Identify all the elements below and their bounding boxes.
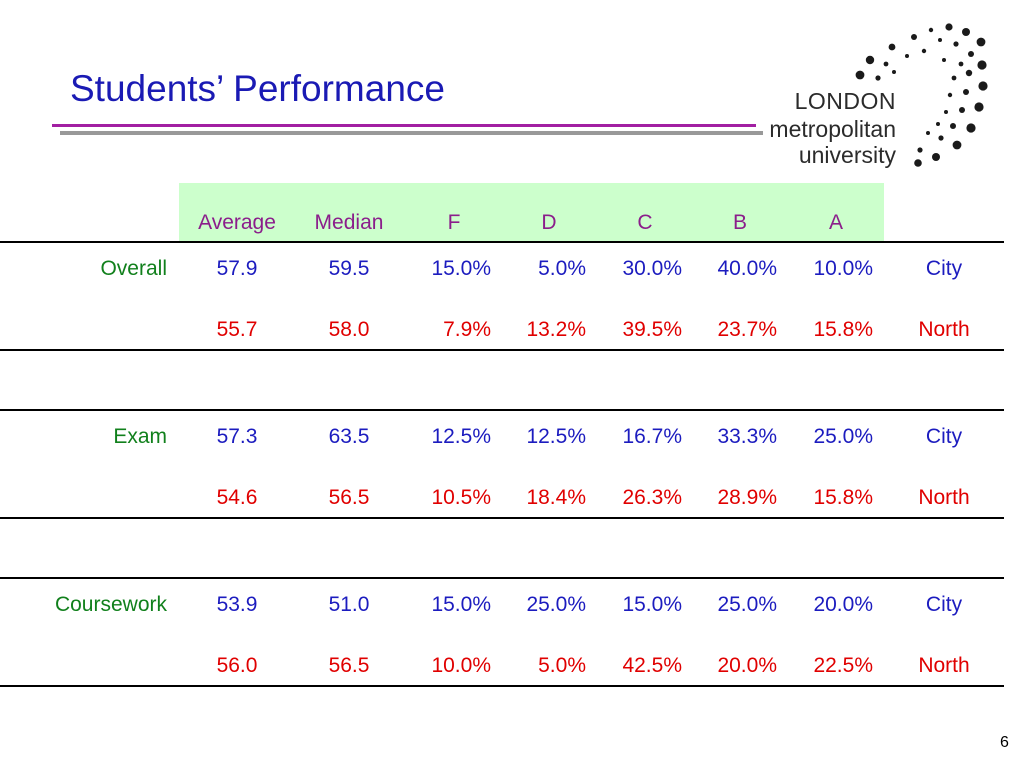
table-rule: [0, 241, 1004, 243]
table-cell: 40.0%: [717, 257, 777, 280]
university-logo: LONDON metropolitan university: [768, 20, 1008, 170]
table-cell: 15.8%: [813, 486, 873, 509]
table-cell: 63.5: [328, 425, 370, 448]
table-cell: 20.0%: [717, 654, 777, 677]
logo-text-line2: metropolitan: [769, 116, 896, 142]
table-cell: 10.0%: [431, 654, 491, 677]
column-header: F: [447, 211, 461, 234]
table-cell: 10.0%: [813, 257, 873, 280]
row-label: Overall: [100, 257, 167, 280]
table-cell: 28.9%: [717, 486, 777, 509]
table-cell: 33.3%: [717, 425, 777, 448]
table-cell: 5.0%: [538, 654, 586, 677]
campus-label: City: [925, 257, 963, 280]
table-rule: [0, 409, 1004, 411]
table-cell: 15.0%: [431, 257, 491, 280]
table-cell: 25.0%: [717, 593, 777, 616]
column-header: A: [828, 211, 844, 234]
table-cell: 39.5%: [622, 318, 682, 341]
table-cell: 56.0: [216, 654, 258, 677]
slide-title: Students’ Performance: [70, 68, 445, 109]
table-cell: 51.0: [328, 593, 370, 616]
logo-text-line1: LONDON: [794, 88, 896, 114]
campus-label: North: [918, 486, 970, 509]
table-rule: [0, 685, 1004, 687]
campus-label: City: [925, 425, 963, 448]
table-rule: [0, 349, 1004, 351]
table-cell: 15.0%: [431, 593, 491, 616]
page-number: 6: [1000, 734, 1009, 751]
table-cell: 30.0%: [622, 257, 682, 280]
row-label: Exam: [113, 425, 167, 448]
row-label: Coursework: [54, 593, 167, 616]
table-cell: 20.0%: [813, 593, 873, 616]
table-cell: 55.7: [216, 318, 258, 341]
table-cell: 59.5: [328, 257, 370, 280]
logo-text-line3: university: [798, 142, 896, 168]
table-cell: 15.8%: [813, 318, 873, 341]
table-cell: 18.4%: [526, 486, 586, 509]
table-cell: 58.0: [328, 318, 370, 341]
table-rule: [0, 517, 1004, 519]
campus-label: North: [918, 654, 970, 677]
table-cell: 22.5%: [813, 654, 873, 677]
table-cell: 16.7%: [622, 425, 682, 448]
table-cell: 10.5%: [431, 486, 491, 509]
table-cell: 42.5%: [622, 654, 682, 677]
table-cell: 26.3%: [622, 486, 682, 509]
table-cell: 25.0%: [813, 425, 873, 448]
column-header: C: [637, 211, 653, 234]
table-cell: 25.0%: [526, 593, 586, 616]
table-cell: 5.0%: [538, 257, 586, 280]
column-header: B: [732, 211, 748, 234]
campus-label: North: [918, 318, 970, 341]
campus-label: City: [925, 593, 963, 616]
table-cell: 57.9: [216, 257, 258, 280]
table-cell: 54.6: [216, 486, 258, 509]
table-cell: 57.3: [216, 425, 258, 448]
table-cell: 7.9%: [443, 318, 491, 341]
table-cell: 56.5: [328, 486, 370, 509]
table-cell: 13.2%: [526, 318, 586, 341]
table-cell: 53.9: [216, 593, 258, 616]
table-cell: 56.5: [328, 654, 370, 677]
table-cell: 12.5%: [526, 425, 586, 448]
title-underline-grey: [60, 131, 763, 135]
table-cell: 12.5%: [431, 425, 491, 448]
title-underline-purple: [52, 124, 756, 127]
column-header: D: [541, 211, 557, 234]
column-header: Median: [314, 211, 384, 234]
table-header-background: [179, 183, 884, 242]
logo-dots-icon: [855, 23, 988, 167]
table-rule: [0, 577, 1004, 579]
table-cell: 23.7%: [717, 318, 777, 341]
table-cell: 15.0%: [622, 593, 682, 616]
column-header: Average: [198, 211, 276, 234]
